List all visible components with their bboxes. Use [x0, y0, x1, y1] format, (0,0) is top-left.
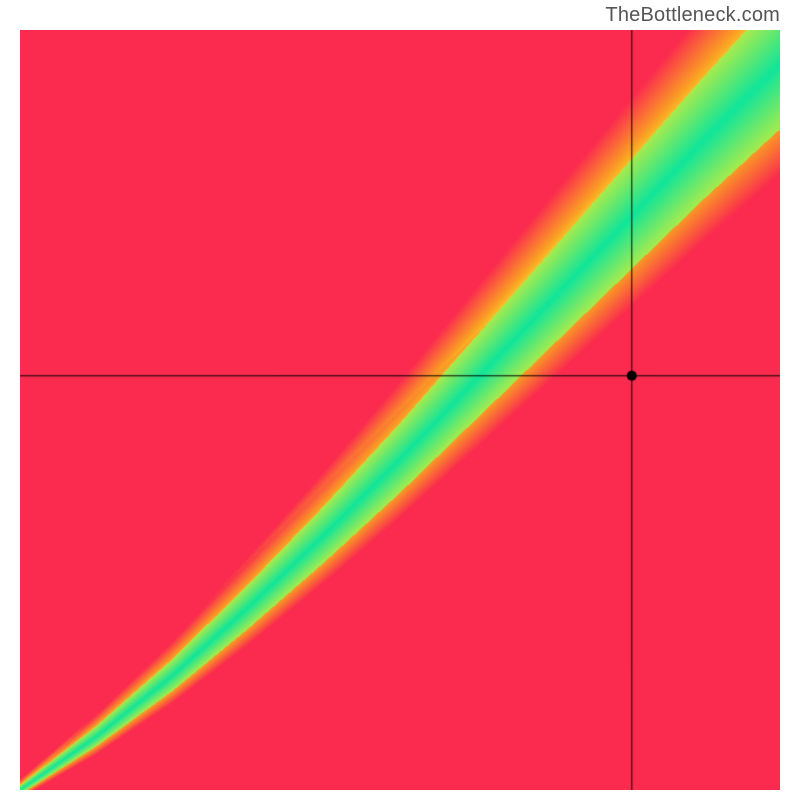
heatmap-canvas: [20, 30, 780, 790]
bottleneck-heatmap: [20, 30, 780, 790]
watermark-text: TheBottleneck.com: [605, 4, 780, 27]
